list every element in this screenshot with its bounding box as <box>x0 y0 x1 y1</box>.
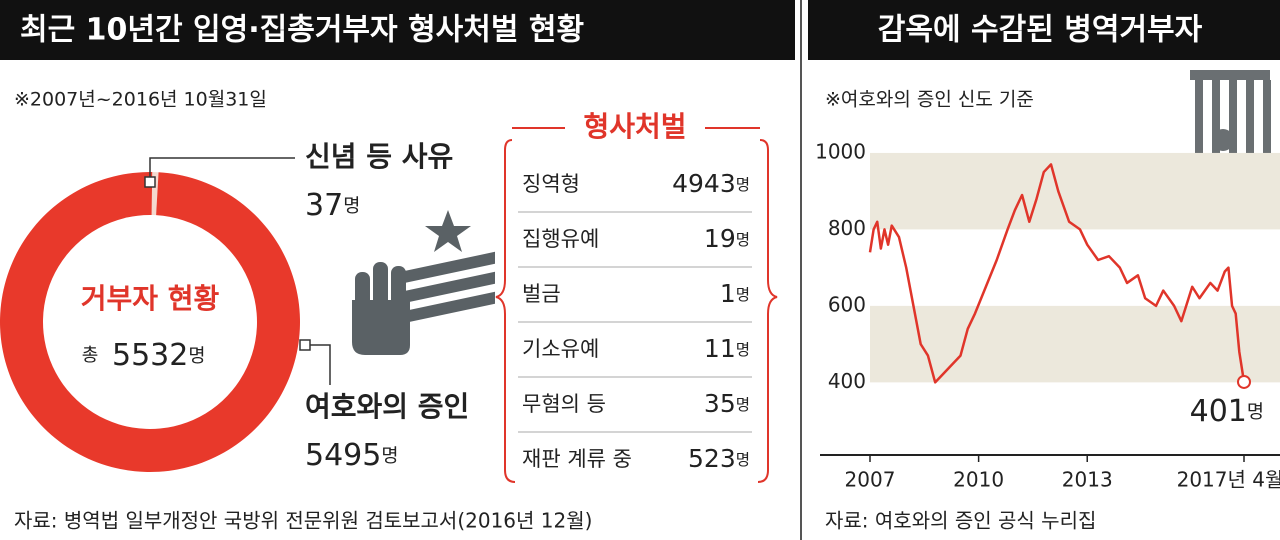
number: 19 <box>704 224 736 253</box>
unit: 명 <box>381 446 398 467</box>
y-tick-label: 600 <box>828 292 866 316</box>
grid-band <box>870 305 1280 383</box>
y-tick-label: 800 <box>828 216 866 240</box>
callout-line <box>305 344 331 385</box>
subtitle: ※2007년~2016년 10월31일 <box>14 89 267 111</box>
chart-title: 최근 10년간 입영·집총거부자 형사처벌 현황 <box>20 13 584 48</box>
y-tick-label: 400 <box>828 369 866 393</box>
value-label: 19명 <box>704 224 750 253</box>
subtitle: ※여호와의 증인 신도 기준 <box>825 89 1034 111</box>
x-tick-label: 2010 <box>953 468 1004 492</box>
table-label: 재판 계류 중 <box>522 447 632 471</box>
value-label: 4943명 <box>672 169 750 198</box>
number: 1 <box>720 279 736 308</box>
value-label: 401명 <box>1190 393 1264 428</box>
title-bar <box>808 0 1280 60</box>
icon <box>352 210 495 355</box>
chart-title: 감옥에 수감된 병역거부자 <box>878 13 1203 48</box>
line <box>868 163 1246 384</box>
number: 401 <box>1190 393 1247 428</box>
callout-marker <box>299 339 311 351</box>
x-tick-label: 2017년 4월 <box>1177 468 1280 492</box>
unit: 명 <box>736 231 750 249</box>
number: 5532 <box>112 338 188 373</box>
center-prefix: 총 <box>82 345 99 366</box>
unit: 명 <box>1247 401 1264 422</box>
number: 37 <box>305 188 343 223</box>
value-label: 5495명 <box>305 438 398 473</box>
unit: 명 <box>736 176 750 194</box>
value-label: 35명 <box>704 389 750 418</box>
title-bar <box>0 0 795 60</box>
unit: 명 <box>736 396 750 414</box>
number: 4943 <box>672 169 736 198</box>
unit: 명 <box>736 341 750 359</box>
table-label: 무혐의 등 <box>522 392 606 416</box>
table-label: 벌금 <box>522 282 561 306</box>
brace <box>495 139 516 483</box>
number: 523 <box>688 444 736 473</box>
source: 자료: 여호와의 증인 공식 누리집 <box>825 509 1096 533</box>
value-label: 37명 <box>305 188 360 223</box>
table-label: 집행유예 <box>522 227 599 251</box>
callout-line <box>149 157 295 182</box>
number: 35 <box>704 389 736 418</box>
number: 5495 <box>305 438 381 473</box>
legend-label: 신념 등 사유 <box>305 140 453 173</box>
grid-band <box>870 152 1280 230</box>
legend-label: 여호와의 증인 <box>305 390 469 423</box>
unit: 명 <box>343 196 360 217</box>
end-marker <box>1237 374 1251 389</box>
donut-slice <box>0 172 300 472</box>
x-tick-label: 2013 <box>1062 468 1113 492</box>
unit: 명 <box>736 286 750 304</box>
value-label: 523명 <box>688 444 750 473</box>
callout-marker <box>144 176 156 188</box>
value-label: 11명 <box>704 334 750 363</box>
table-title: 형사처벌 <box>583 110 686 143</box>
x-tick-label: 2007 <box>845 468 896 492</box>
value-label: 5532명 <box>112 338 205 373</box>
center-title: 거부자 현황 <box>81 282 220 315</box>
table-label: 징역형 <box>522 172 580 196</box>
brace <box>757 139 778 483</box>
y-tick-label: 1000 <box>815 139 866 163</box>
number: 11 <box>704 334 736 363</box>
unit: 명 <box>188 346 205 367</box>
table-label: 기소유예 <box>522 337 599 361</box>
value-label: 1명 <box>720 279 750 308</box>
unit: 명 <box>736 451 750 469</box>
source: 자료: 병역법 일부개정안 국방위 전문위원 검토보고서(2016년 12월) <box>14 509 592 533</box>
